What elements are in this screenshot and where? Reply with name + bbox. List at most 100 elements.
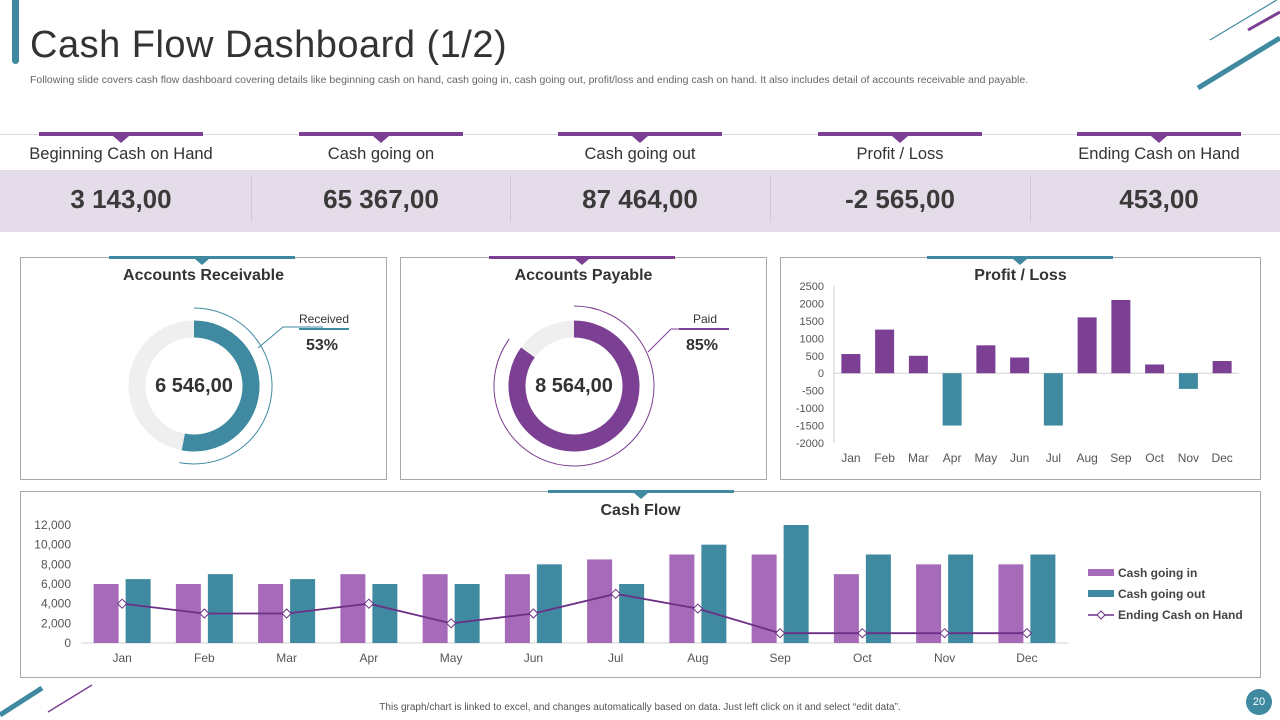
kpi-label: Profit / Loss: [856, 145, 944, 163]
kpi-beginning-cash: Beginning Cash on Hand 3 143,00: [11, 132, 231, 232]
callout-leader-line: [257, 326, 323, 349]
x-tick-label: Jun: [524, 651, 543, 665]
kpi-value: 453,00: [1119, 184, 1199, 214]
ending-cash-marker-jun: [528, 608, 539, 619]
cash-flow-chart: 12,000 10,000 8,000 6,000 4,000 2,000 0 Jan Feb M…: [34, 518, 1068, 665]
x-tick-label: Dec: [1211, 451, 1232, 465]
bar-cash-going-out-aug: [701, 544, 727, 643]
page-number: 20: [1246, 689, 1272, 715]
x-tick-label: Oct: [853, 651, 872, 665]
ending-cash-marker-aug: [692, 603, 704, 614]
kpi-label: Cash going out: [584, 145, 696, 163]
bar-cash-going-in-feb: [175, 584, 201, 643]
y-tick-label: 6,000: [41, 577, 71, 591]
ending-cash-marker-apr: [363, 598, 375, 609]
x-tick-label: Mar: [908, 451, 929, 465]
kpi-pointer: [113, 136, 129, 143]
footer-note: This graph/chart is linked to excel, and…: [379, 702, 901, 713]
ending-cash-marker-dec: [1021, 627, 1033, 639]
bar-sep: [1111, 299, 1131, 374]
bar-cash-going-out-oct: [865, 554, 891, 643]
bar-mar: [908, 355, 928, 374]
panel-accent-bar: [489, 256, 675, 259]
y-tick-label: 0: [64, 636, 71, 650]
receivable-donut: [128, 307, 349, 465]
received-percent: 53%: [306, 337, 339, 354]
y-tick-label: 2,000: [41, 616, 71, 630]
kpi-pointer: [373, 136, 389, 143]
panel-title: Accounts Payable: [514, 267, 653, 284]
bar-cash-going-in-jun: [504, 574, 530, 643]
legend-item: Cash going out: [1088, 583, 1243, 604]
y-tick-label: 2500: [800, 281, 824, 293]
y-tick-label: 2000: [800, 298, 824, 310]
ending-cash-marker-feb: [199, 608, 210, 619]
y-tick-label: 1500: [800, 316, 824, 328]
bar-apr: [942, 373, 962, 426]
kpi-separator: [251, 176, 252, 222]
kpi-separator: [510, 176, 511, 222]
bar-jun: [1010, 357, 1030, 374]
ending-cash-marker-jul: [610, 588, 621, 600]
y-tick-label: -2000: [796, 438, 824, 450]
cash-flow-legend: Cash going in Cash going out Ending Cash…: [1088, 562, 1243, 625]
corner-decoration-bottom: [0, 684, 93, 718]
kpi-pointer: [1151, 136, 1167, 143]
x-tick-label: Mar: [276, 651, 297, 665]
bar-cash-going-in-sep: [751, 554, 777, 643]
legend-swatch: [1088, 590, 1114, 597]
ending-cash-marker-jan: [116, 598, 128, 609]
bar-aug: [1077, 317, 1097, 374]
legend-item: Cash going in: [1088, 562, 1243, 583]
kpi-label: Cash going on: [327, 145, 435, 163]
y-tick-label: 0: [818, 368, 824, 380]
bar-cash-going-out-feb: [207, 574, 233, 643]
y-tick-label: 8,000: [41, 557, 71, 571]
y-tick-label: 500: [806, 351, 824, 363]
x-tick-label: Nov: [1178, 451, 1199, 465]
donut-outer-arc: [179, 307, 273, 465]
corner-decoration-top: [1196, 0, 1280, 91]
x-tick-label: Sep: [769, 651, 791, 665]
kpi-accent-bar: [39, 132, 203, 136]
panel-pointer: [575, 259, 589, 265]
legend-swatch: [1088, 569, 1114, 576]
kpi-label: Ending Cash on Hand: [1078, 145, 1240, 163]
bar-cash-going-out-jan: [125, 579, 151, 643]
x-tick-label: Nov: [934, 651, 955, 665]
kpi-separator: [770, 176, 771, 222]
x-tick-label: Sep: [1110, 451, 1132, 465]
bar-nov: [1178, 373, 1198, 389]
received-label: Received: [299, 312, 350, 326]
y-tick-label: 1000: [800, 333, 824, 345]
y-tick-label: 12,000: [34, 518, 71, 532]
kpi-ending-cash: Ending Cash on Hand 453,00: [1049, 132, 1269, 232]
kpi-band: [0, 170, 1280, 232]
bar-cash-going-in-may: [422, 574, 448, 643]
receivable-total: 6 546,00: [155, 375, 233, 397]
kpi-accent-bar: [818, 132, 982, 136]
kpi-value: 65 367,00: [323, 184, 439, 214]
ending-cash-marker-may: [445, 618, 457, 629]
title-accent: [12, 0, 19, 64]
bar-dec: [1212, 361, 1232, 374]
panel-pointer: [1013, 259, 1027, 265]
x-tick-label: May: [975, 451, 998, 465]
bar-cash-going-out-apr: [372, 584, 398, 643]
panel-title: Accounts Receivable: [123, 267, 284, 284]
kpi-pointer: [632, 136, 648, 143]
bar-cash-going-out-dec: [1030, 554, 1056, 643]
x-tick-label: Dec: [1016, 651, 1037, 665]
kpi-accent-bar: [558, 132, 722, 136]
x-tick-label: Jan: [841, 451, 860, 465]
panel-accent-bar: [548, 490, 734, 493]
bar-cash-going-out-may: [454, 584, 480, 643]
bar-cash-going-in-jul: [587, 559, 613, 643]
legend-label: Cash going in: [1118, 565, 1198, 580]
panel-pointer: [195, 259, 209, 265]
bar-cash-going-out-sep: [783, 525, 809, 643]
bar-cash-going-in-oct: [833, 574, 859, 643]
x-tick-label: Feb: [874, 451, 895, 465]
bar-jan: [841, 354, 861, 374]
y-tick-label: -500: [802, 386, 824, 398]
